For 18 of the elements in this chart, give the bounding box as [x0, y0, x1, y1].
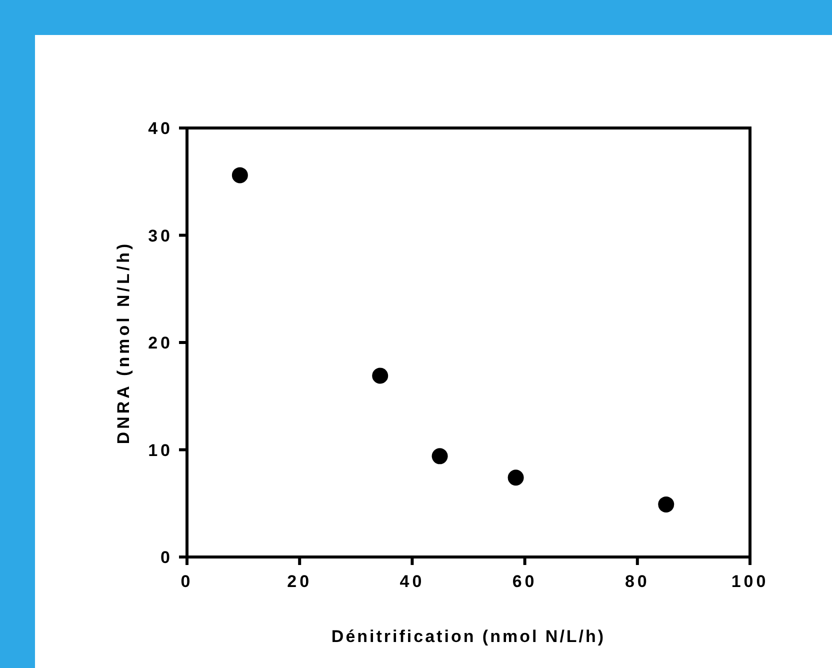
point	[658, 496, 674, 512]
x-tick-label: 40	[400, 572, 425, 591]
y-tick-label: 40	[148, 119, 173, 138]
x-tick-label: 100	[731, 572, 769, 591]
y-tick-label: 10	[148, 440, 173, 460]
x-tick-label: 0	[180, 572, 194, 591]
x-tick-label: 80	[624, 572, 650, 591]
x-tick-label: 60	[512, 572, 538, 591]
point	[508, 470, 524, 486]
x-axis-title: Dénitrification (nmol N/L/h)	[331, 627, 606, 646]
y-tick-label: 20	[148, 334, 173, 352]
y-axis-title: DNRA (nmol N/L/h)	[114, 240, 133, 444]
point	[232, 167, 248, 184]
point	[372, 368, 388, 384]
x-tick-label: 20	[287, 572, 312, 591]
y-tick-label: 0	[160, 548, 173, 567]
point	[432, 448, 448, 464]
y-tick-label: 30	[148, 226, 173, 246]
